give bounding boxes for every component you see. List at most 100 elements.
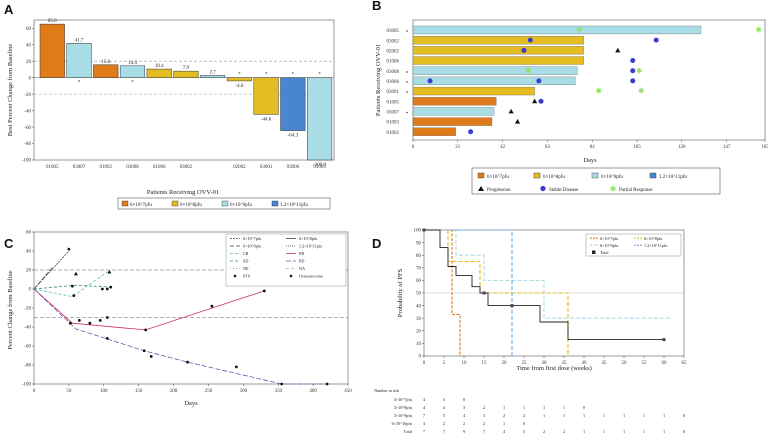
x-tick-label: 35: [562, 361, 568, 366]
duration-bar: [412, 36, 584, 45]
legend-label: 6×10^9pfu: [230, 203, 252, 208]
partial-response-marker: ✱: [638, 87, 645, 96]
bar-value-label: -4.0: [235, 84, 243, 89]
legend-dot-sample: [289, 274, 293, 278]
panel-c-label: C: [4, 236, 14, 251]
duration-bar: [412, 46, 584, 55]
risk-cell: 1: [543, 405, 545, 410]
panel-d-xlabel: Time from first dose (weeks): [516, 365, 592, 372]
x-tick-label: 03005: [313, 165, 326, 170]
y-tick-label: 20: [26, 60, 32, 65]
bar: [39, 23, 65, 78]
y-tick-label: -40: [24, 109, 31, 114]
risk-cell: *: [423, 429, 425, 434]
bar: [253, 77, 279, 115]
panel-d: D 0 5 10 15 20 25 30 35 40 45 50 55 60 65010203040506…: [372, 228, 687, 434]
y-tick-label: 80: [416, 254, 422, 259]
duration-bar: [412, 127, 456, 136]
x-tick-label: 400: [309, 389, 317, 394]
risk-cell: 7: [483, 429, 485, 434]
bar-value-label: 7.9: [183, 66, 190, 71]
risk-cell: 2: [523, 413, 525, 418]
bar-star-marker: *: [131, 81, 134, 86]
progression-marker: [615, 47, 621, 53]
risk-cell: 1: [563, 413, 565, 418]
km-curve: [424, 229, 513, 356]
risk-cell: 1: [583, 413, 585, 418]
data-point: [186, 360, 189, 364]
bar: [93, 64, 119, 78]
data-point-triangle: [107, 269, 112, 274]
legend-label: PR: [299, 251, 304, 256]
risk-row-label: 3×10^9pfu: [394, 413, 413, 418]
risk-cell: 4: [443, 405, 446, 410]
risk-cell: 2: [463, 421, 465, 426]
panel-a-label: A: [4, 2, 14, 17]
x-tick-label: 63: [545, 145, 551, 150]
duration-bar: [412, 97, 497, 106]
censor-mark: [510, 304, 514, 308]
risk-cell: 1: [603, 429, 605, 434]
risk-cell: 2: [483, 405, 485, 410]
stable-disease-marker: [630, 68, 636, 74]
risk-cell: 9: [463, 429, 465, 434]
x-tick-label: 25: [522, 361, 528, 366]
panel-b-xlabel: Days: [583, 157, 597, 164]
legend-label: 6×10^9pfu: [243, 244, 262, 249]
stable-disease-marker: [653, 37, 659, 43]
y-tick-label: 60: [26, 231, 32, 236]
data-point: [70, 284, 74, 288]
legend-swatch: [221, 200, 229, 207]
panel-a-plot-frame: [33, 19, 335, 161]
legend-label: 6×10^7pfu: [243, 236, 262, 241]
bar: [200, 75, 226, 78]
legend-label: NE: [243, 266, 249, 271]
duration-bar: [412, 117, 493, 126]
y-tick-label: 90: [416, 241, 422, 246]
risk-cell: 3: [523, 429, 525, 434]
data-point: [210, 304, 214, 308]
x-tick-label: 147: [723, 145, 731, 150]
risk-cell: 2: [443, 421, 445, 426]
y-tick-label: 60: [416, 279, 422, 284]
risk-cell: 0: [683, 429, 685, 434]
patient-id-label: 01005: [387, 100, 400, 105]
duration-bar: [412, 56, 584, 65]
data-point: [109, 285, 113, 289]
data-point: [142, 349, 146, 353]
risk-cell: 2: [503, 413, 505, 418]
legend-box: [585, 233, 682, 257]
bar-value-label: -44.6: [261, 117, 272, 122]
bar-star-marker: *: [78, 81, 81, 86]
risk-cell: 1: [543, 413, 545, 418]
panel-b-ylabel: Patients Receiving OVV-01: [375, 44, 382, 116]
legend-swatch: [171, 200, 179, 207]
y-tick-label: 0: [29, 288, 32, 293]
legend-swatch: [649, 172, 657, 179]
data-point: [67, 247, 71, 251]
panel-c: C 0 50 100 150 200 250 300 350 400 4506040200-20-…: [4, 231, 352, 407]
bar-star-marker: *: [238, 73, 241, 78]
legend-label: PD: [299, 259, 304, 264]
legend-label: 1.2×10^11pfu: [299, 244, 323, 249]
y-tick-label: 50: [416, 292, 422, 297]
y-tick-label: 100: [414, 229, 422, 234]
progression-marker: [514, 119, 521, 124]
y-tick-label: 40: [26, 43, 32, 48]
x-tick-label: 300: [240, 389, 248, 394]
panel-c-ylabel: Percent Change from Baseline: [7, 270, 14, 349]
duration-bar: [412, 86, 535, 96]
y-tick-label: -60: [24, 126, 31, 131]
risk-cell: 1: [643, 429, 645, 434]
x-tick-label: 15: [482, 361, 488, 366]
data-point: [88, 321, 92, 325]
patient-star-marker: *: [406, 71, 409, 76]
x-tick-label: 10: [462, 361, 468, 366]
patient-id-label: 01002: [387, 131, 400, 136]
x-tick-label: 5: [443, 361, 446, 366]
y-tick-label: -60: [24, 345, 31, 350]
partial-response-marker: ✱: [636, 66, 643, 75]
legend-swatch: [533, 172, 541, 179]
y-tick-label: 40: [26, 250, 32, 255]
bar: [173, 70, 199, 78]
